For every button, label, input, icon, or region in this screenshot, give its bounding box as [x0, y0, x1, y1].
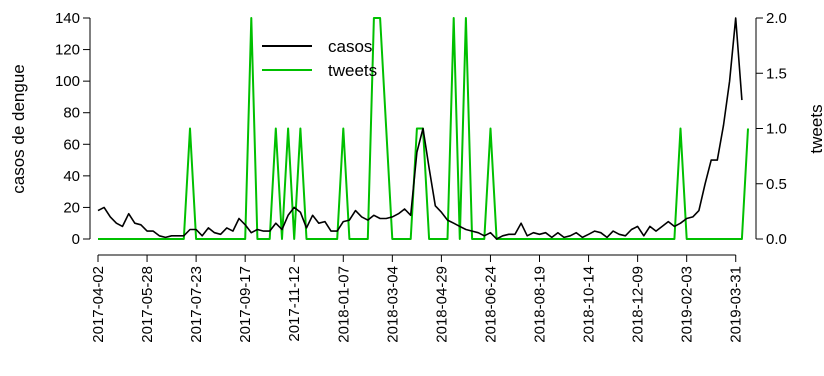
x-tick-label: 2017-09-17	[237, 266, 254, 343]
x-tick-label: 2018-08-19	[532, 266, 549, 343]
right-tick-label: 1.0	[766, 121, 787, 138]
left-tick-label: 80	[63, 105, 80, 122]
right-axis-title: tweets	[807, 104, 824, 153]
left-tick-label: 40	[63, 168, 80, 185]
legend-label-casos: casos	[328, 37, 372, 56]
x-tick-label: 2017-11-12	[286, 266, 303, 342]
x-tick-label: 2019-02-03	[679, 266, 696, 343]
left-tick-label: 100	[55, 73, 80, 90]
x-tick-label: 2018-10-14	[581, 266, 598, 343]
x-tick-label: 2018-03-04	[384, 266, 401, 343]
x-axis: 2017-04-02 2017-05-28 2017-07-23 2017-09-17…	[90, 254, 745, 343]
x-tick-label: 2018-04-29	[433, 266, 450, 343]
series-line-tweets	[98, 17, 749, 240]
left-tick-label: 20	[63, 199, 80, 216]
left-tick-label: 140	[55, 10, 80, 27]
legend-label-tweets: tweets	[328, 61, 377, 80]
series-layer	[97, 17, 749, 240]
right-tick-label: 0.5	[766, 176, 787, 193]
left-tick-label: 120	[55, 42, 80, 59]
right-tick-label: 2.0	[766, 10, 787, 27]
x-tick-label: 2018-01-07	[335, 266, 352, 343]
x-tick-label: 2018-12-09	[630, 266, 647, 343]
left-axis-title: casos de dengue	[9, 64, 28, 194]
legend: casos tweets	[262, 37, 377, 80]
left-tick-label: 0	[72, 231, 80, 248]
x-tick-label: 2018-06-24	[482, 266, 499, 343]
right-tick-label: 0.0	[766, 231, 787, 248]
left-y-axis: 0 20 40 60 80 100 120 140 casos de dengue	[9, 10, 91, 248]
x-tick-label: 2017-07-23	[188, 266, 205, 343]
x-tick-label: 2017-05-28	[139, 266, 156, 343]
left-tick-label: 60	[63, 136, 80, 153]
right-y-axis: 0.0 0.5 1.0 1.5 2.0 tweets	[755, 10, 824, 248]
series-line-casos	[97, 17, 743, 240]
right-tick-label: 1.5	[766, 65, 787, 82]
x-tick-label: 2017-04-02	[90, 266, 107, 343]
x-tick-label: 2019-03-31	[728, 266, 745, 343]
